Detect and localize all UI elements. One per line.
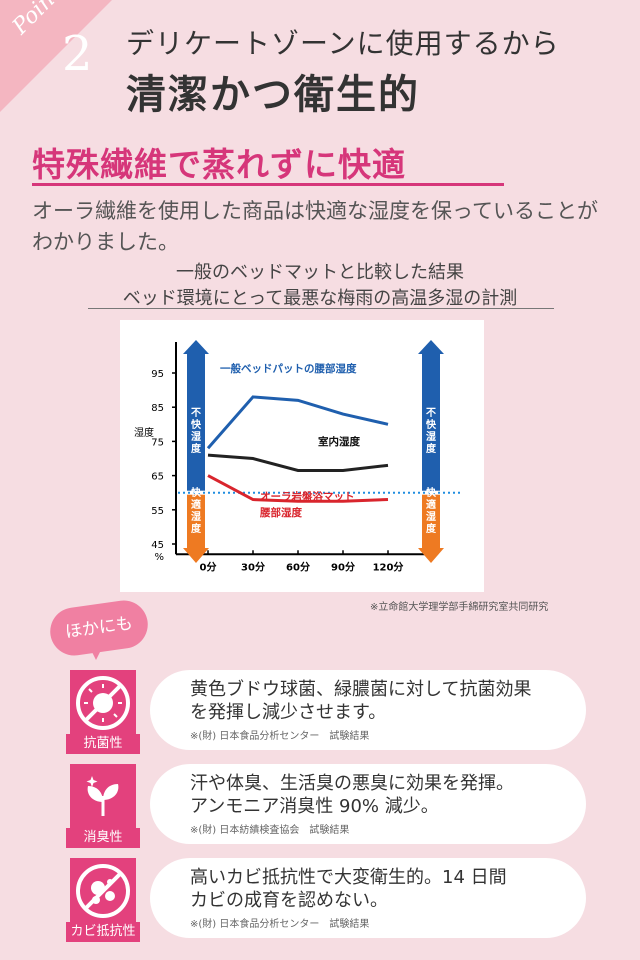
y-tick-label: 75 [151, 437, 164, 448]
series-label-2-line2: 腰部湿度 [259, 506, 302, 519]
uncomfortable-zone-label-right: 不快湿度 [425, 407, 437, 455]
deodorant-label: 消臭性 [66, 828, 140, 848]
page-title-line1: デリケートゾーンに使用するから [126, 27, 560, 60]
uncomfortable-zone-label-left: 不快湿度 [190, 407, 202, 455]
deodorant-text: 汗や体臭、生活臭の悪臭に効果を発揮。 アンモニア消臭性 90% 減少。 [190, 773, 514, 817]
uncomfortable-arrow-head-right [418, 340, 444, 354]
series-line-1 [207, 453, 389, 472]
comfortable-arrow-left [187, 494, 205, 549]
section-subtitle: 特殊繊維で蒸れずに快適 [32, 145, 406, 184]
antibacterial-label: 抗菌性 [66, 734, 140, 754]
antibacterial-icon [76, 676, 130, 730]
series-label-1: 室内湿度 [318, 435, 360, 448]
caption-divider [88, 308, 554, 309]
comfortable-arrow-head-right [418, 548, 444, 563]
series-line-2 [207, 474, 389, 503]
point-number: 2 [62, 26, 93, 82]
mold-resistance-label: カビ抵抗性 [66, 922, 140, 942]
chart-caption-line1: 一般のベッドマットと比較した結果 [176, 262, 464, 283]
deodorant-card: 汗や体臭、生活臭の悪臭に効果を発揮。 アンモニア消臭性 90% 減少。 ※(財)… [150, 764, 586, 844]
antibacterial-card: 黄色ブドウ球菌、緑膿菌に対して抗菌効果 を発揮し減少させます。 ※(財) 日本食… [150, 670, 586, 750]
x-tick-label: 60分 [286, 560, 310, 573]
also-badge-tail [88, 644, 104, 660]
comfortable-zone-label-left: 快適湿度 [190, 486, 202, 535]
comfortable-arrow-right [422, 494, 440, 549]
chart-credit: ※立命館大学理学部手綿研究室共同研究 [370, 602, 549, 613]
series-line-0 [206, 395, 389, 450]
y-tick-label: 85 [151, 403, 164, 414]
uncomfortable-arrow-left [187, 353, 205, 491]
y-tick-label: 55 [151, 506, 164, 517]
mold-resistance-text: 高いカビ抵抗性で大変衛生的。14 日間 カビの成育を認めない。 [190, 867, 507, 911]
antibacterial-text: 黄色ブドウ球菌、緑膿菌に対して抗菌効果 を発揮し減少させます。 [190, 679, 532, 723]
antibacterial-note: ※(財) 日本食品分析センター 試験結果 [190, 731, 370, 742]
series-label-0: 一般ベッドパットの腰部湿度 [220, 362, 357, 375]
y-tick-label: 95 [151, 369, 164, 380]
point-corner-ribbon [0, 0, 112, 112]
section-description: オーラ繊維を使用した商品は快適な湿度を保っていることがわかりました。 [32, 199, 598, 254]
deodorant-note: ※(財) 日本紡績検査協会 試験結果 [190, 825, 350, 836]
uncomfortable-arrow-right [422, 353, 440, 491]
x-tick-label: 90分 [331, 560, 355, 573]
page-title-line2: 清潔かつ衛生的 [126, 72, 420, 118]
y-unit-label: % [154, 552, 164, 563]
x-tick-label: 120分 [373, 560, 404, 573]
chart-caption-line2: ベッド環境にとって最悪な梅雨の高温多湿の計測 [122, 288, 518, 309]
antibacterial-badge: 抗菌性 [62, 670, 144, 754]
series-label-2-line1: オーラ岩盤浴マット [260, 490, 355, 503]
deodorant-badge: 消臭性 [62, 764, 144, 848]
mold-resistance-icon [76, 864, 130, 918]
y-axis-label: 湿度 [134, 426, 154, 439]
uncomfortable-arrow-head-left [183, 340, 209, 354]
y-tick-label: 65 [151, 472, 164, 483]
comfortable-arrow-head-left [183, 548, 209, 563]
deodorant-icon [86, 776, 119, 816]
mold-resistance-note: ※(財) 日本食品分析センター 試験結果 [190, 919, 370, 930]
mold-resistance-badge: カビ抵抗性 [62, 858, 144, 942]
subtitle-underline [32, 183, 504, 186]
y-tick-label: 45 [151, 540, 164, 551]
x-tick-label: 0分 [200, 560, 217, 573]
comfortable-zone-label-right: 快適湿度 [425, 486, 437, 535]
x-tick-label: 30分 [241, 560, 265, 573]
mold-resistance-card: 高いカビ抵抗性で大変衛生的。14 日間 カビの成育を認めない。 ※(財) 日本食… [150, 858, 586, 938]
humidity-chart-panel: 95 85 75 65 55 45% 湿度 0分 30分 60分 90分 120分 不快湿度快適湿度 不… [120, 320, 484, 592]
